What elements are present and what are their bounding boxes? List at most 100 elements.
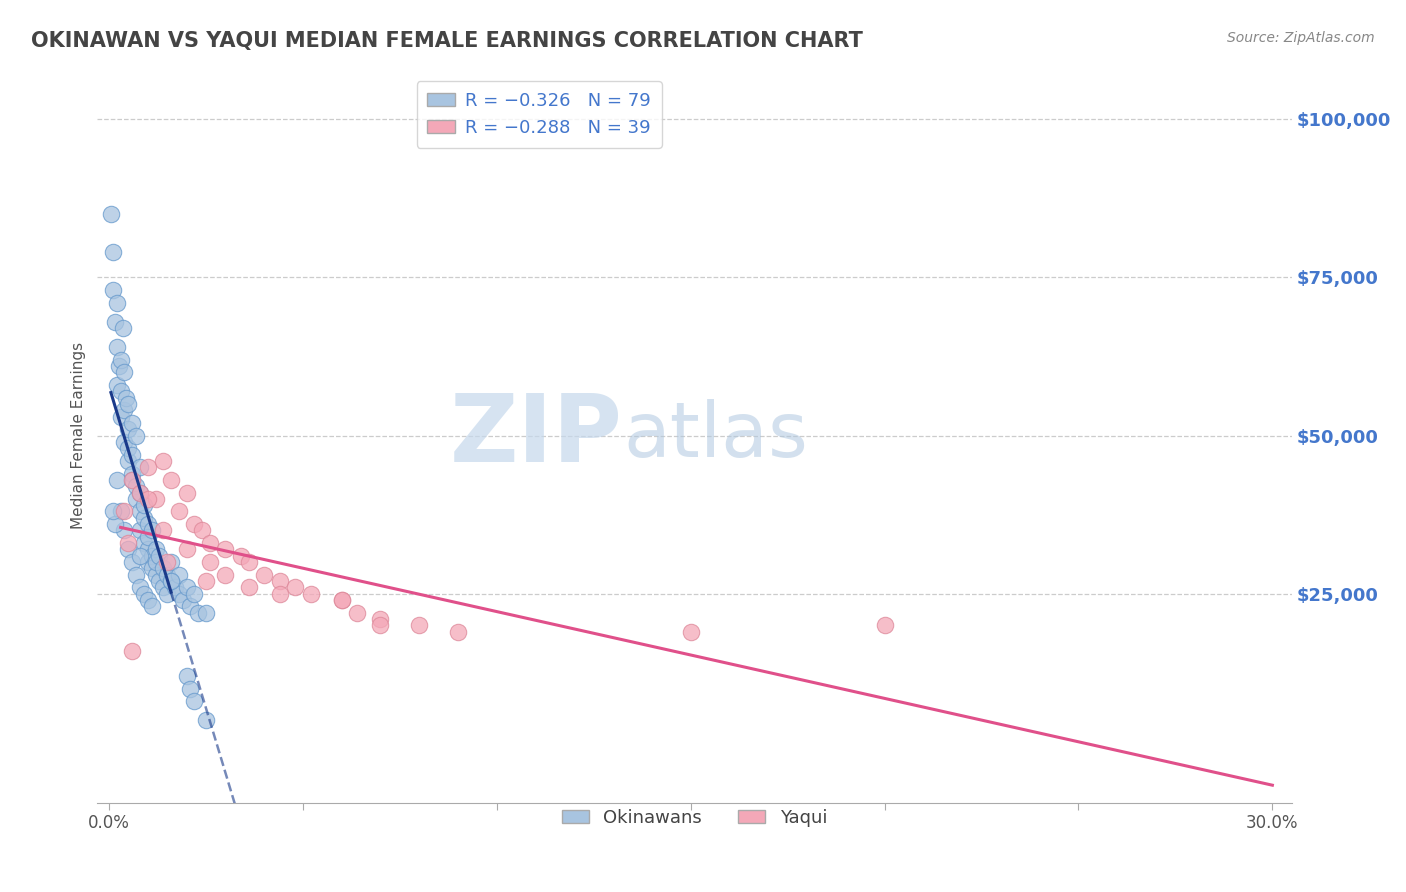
Point	[110, 384, 132, 399]
Point	[117, 454, 139, 468]
Point	[121, 448, 143, 462]
Point	[121, 555, 143, 569]
Point	[111, 321, 134, 335]
Point	[129, 485, 152, 500]
Point	[105, 473, 128, 487]
Point	[194, 606, 217, 620]
Point	[176, 669, 198, 683]
Point	[114, 403, 136, 417]
Point	[129, 524, 152, 538]
Point	[330, 593, 353, 607]
Point	[370, 612, 392, 626]
Point	[179, 681, 201, 696]
Point	[370, 618, 392, 632]
Point	[136, 460, 159, 475]
Point	[115, 391, 138, 405]
Point	[183, 517, 205, 532]
Point	[100, 207, 122, 221]
Point	[114, 504, 136, 518]
Point	[136, 517, 159, 532]
Point	[238, 555, 260, 569]
Point	[105, 340, 128, 354]
Point	[183, 694, 205, 708]
Point	[148, 574, 170, 588]
Point	[160, 574, 183, 588]
Point	[269, 587, 291, 601]
Point	[121, 467, 143, 481]
Point	[152, 581, 174, 595]
Point	[117, 441, 139, 455]
Point	[105, 378, 128, 392]
Point	[152, 561, 174, 575]
Point	[132, 511, 155, 525]
Point	[136, 542, 159, 557]
Point	[136, 491, 159, 506]
Point	[194, 714, 217, 728]
Point	[330, 593, 353, 607]
Point	[101, 283, 124, 297]
Point	[136, 555, 159, 569]
Point	[156, 555, 179, 569]
Point	[176, 542, 198, 557]
Point	[198, 555, 221, 569]
Point	[873, 618, 896, 632]
Point	[125, 491, 148, 506]
Point	[129, 460, 152, 475]
Point	[152, 524, 174, 538]
Point	[129, 549, 152, 563]
Point	[148, 549, 170, 563]
Point	[214, 542, 236, 557]
Point	[284, 581, 307, 595]
Point	[104, 315, 127, 329]
Point	[183, 587, 205, 601]
Point	[136, 530, 159, 544]
Point	[125, 567, 148, 582]
Point	[346, 606, 368, 620]
Point	[110, 409, 132, 424]
Point	[121, 473, 143, 487]
Y-axis label: Median Female Earnings: Median Female Earnings	[72, 342, 86, 529]
Point	[105, 295, 128, 310]
Point	[447, 624, 470, 639]
Text: OKINAWAN VS YAQUI MEDIAN FEMALE EARNINGS CORRELATION CHART: OKINAWAN VS YAQUI MEDIAN FEMALE EARNINGS…	[31, 31, 863, 51]
Point	[117, 536, 139, 550]
Point	[114, 524, 136, 538]
Point	[145, 542, 167, 557]
Text: ZIP: ZIP	[450, 390, 623, 482]
Point	[110, 352, 132, 367]
Point	[160, 574, 183, 588]
Point	[167, 567, 190, 582]
Point	[107, 359, 129, 373]
Point	[253, 567, 276, 582]
Point	[101, 245, 124, 260]
Point	[136, 593, 159, 607]
Point	[160, 473, 183, 487]
Point	[101, 504, 124, 518]
Point	[167, 504, 190, 518]
Point	[214, 567, 236, 582]
Point	[125, 428, 148, 442]
Point	[163, 581, 186, 595]
Point	[117, 397, 139, 411]
Point	[125, 479, 148, 493]
Point	[156, 567, 179, 582]
Point	[141, 524, 163, 538]
Point	[152, 454, 174, 468]
Point	[187, 606, 209, 620]
Text: atlas: atlas	[623, 399, 808, 473]
Point	[110, 504, 132, 518]
Point	[121, 473, 143, 487]
Point	[408, 618, 430, 632]
Point	[132, 587, 155, 601]
Point	[160, 555, 183, 569]
Point	[104, 517, 127, 532]
Point	[191, 524, 214, 538]
Point	[129, 581, 152, 595]
Point	[121, 644, 143, 658]
Point	[129, 504, 152, 518]
Point	[176, 581, 198, 595]
Point	[229, 549, 252, 563]
Point	[238, 581, 260, 595]
Point	[114, 365, 136, 379]
Point	[114, 434, 136, 449]
